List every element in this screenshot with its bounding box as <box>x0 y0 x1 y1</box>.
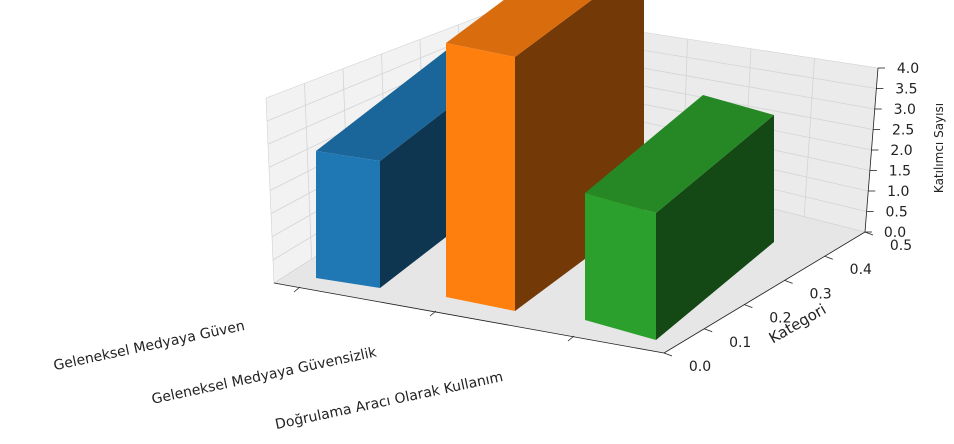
x-tick-label: Doğrulama Aracı Olarak Kullanım <box>274 369 505 433</box>
y-tick-mark <box>704 328 713 333</box>
z-tick-label: 2.5 <box>892 123 914 139</box>
x-tick-mark <box>429 310 437 317</box>
z-axis-label: Katılımcı Sayısı <box>932 103 946 193</box>
y-tick-mark <box>864 231 874 236</box>
y-tick-label: 0.5 <box>890 238 912 254</box>
x-tick-mark <box>567 335 575 342</box>
z-tick-label: 2.0 <box>890 143 912 159</box>
y-tick-mark <box>784 280 793 284</box>
x-tick-mark <box>293 286 301 293</box>
y-tick-mark <box>824 255 833 260</box>
z-tick-label: 0.0 <box>884 225 906 241</box>
bars-group <box>316 0 774 340</box>
y-tick-label: 0.4 <box>850 262 872 278</box>
y-tick-label: 0.0 <box>689 359 711 375</box>
x-tick-label: Geleneksel Medyaya Güvensizlik <box>150 344 379 408</box>
bar-top-face <box>446 0 592 57</box>
y-tick-mark <box>663 352 673 357</box>
x-tick-label: Geleneksel Medyaya Güven <box>52 318 246 374</box>
z-tick-label: 3.5 <box>895 82 917 98</box>
bar <box>446 43 515 311</box>
z-tick-label: 1.5 <box>889 164 911 180</box>
z-tick-label: 3.0 <box>894 102 916 118</box>
y-tick-label: 0.2 <box>769 311 791 327</box>
z-tick-label: 0.5 <box>885 205 907 221</box>
y-tick-label: 0.3 <box>809 286 831 302</box>
bar-side-face <box>656 115 774 340</box>
bar-top-face <box>585 95 774 213</box>
x-axis-line <box>273 282 665 354</box>
y-tick-label: 0.1 <box>729 335 751 351</box>
bar <box>585 193 656 340</box>
bar <box>316 151 380 288</box>
z-tick-label: 1.0 <box>887 184 909 200</box>
y-axis-line <box>663 231 866 354</box>
y-tick-mark <box>744 304 753 308</box>
z-tick-label: 4.0 <box>897 61 919 77</box>
